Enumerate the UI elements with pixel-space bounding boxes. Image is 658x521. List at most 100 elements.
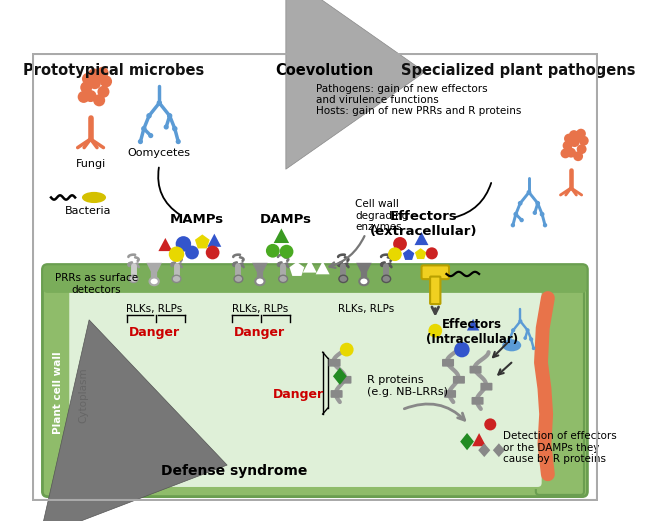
Text: Prototypical microbes: Prototypical microbes [23,64,205,78]
Circle shape [82,73,94,85]
Polygon shape [467,319,479,330]
Circle shape [164,125,169,130]
Circle shape [93,94,105,106]
Text: Danger: Danger [234,327,286,339]
Text: RLKs, RLPs: RLKs, RLPs [126,304,182,314]
Circle shape [563,141,572,151]
Ellipse shape [339,275,347,282]
Circle shape [78,91,89,103]
FancyBboxPatch shape [536,266,584,495]
Circle shape [523,336,527,340]
Polygon shape [147,263,162,272]
Circle shape [172,127,177,131]
Circle shape [138,139,143,144]
FancyBboxPatch shape [328,359,341,367]
Text: Danger: Danger [128,327,180,339]
Circle shape [80,81,92,93]
Circle shape [511,223,515,227]
Ellipse shape [255,278,265,285]
Polygon shape [460,433,474,450]
Text: MAMPs: MAMPs [170,213,224,226]
Polygon shape [290,262,304,276]
Ellipse shape [172,275,181,282]
FancyBboxPatch shape [480,383,492,391]
Circle shape [576,129,586,139]
Circle shape [169,246,184,262]
FancyBboxPatch shape [422,265,449,279]
Text: Effectors
(Intracellular): Effectors (Intracellular) [426,318,519,346]
Circle shape [393,237,407,251]
Circle shape [89,77,101,89]
Text: PRRs as surface
detectors: PRRs as surface detectors [55,273,138,295]
Circle shape [527,191,531,194]
Text: Coevolution: Coevolution [275,64,374,78]
Polygon shape [252,263,268,272]
Circle shape [576,144,586,154]
Circle shape [484,418,496,430]
Polygon shape [478,443,490,457]
Ellipse shape [359,278,368,285]
Ellipse shape [382,275,391,282]
FancyBboxPatch shape [453,376,465,383]
FancyBboxPatch shape [444,390,456,398]
Circle shape [505,346,509,350]
Circle shape [536,202,540,205]
Text: Specialized plant pathogens: Specialized plant pathogens [401,64,635,78]
Polygon shape [415,232,428,245]
Circle shape [206,245,220,259]
Text: Detection of effectors
or the DAMPs they
cause by R proteins: Detection of effectors or the DAMPs they… [503,431,617,465]
Circle shape [454,342,470,357]
Text: RLKs, RLPs: RLKs, RLPs [338,304,393,314]
Circle shape [573,151,583,161]
Circle shape [519,202,522,205]
Circle shape [512,329,515,332]
Circle shape [569,130,579,140]
FancyBboxPatch shape [470,366,482,374]
Circle shape [148,133,153,138]
Circle shape [543,223,547,227]
FancyBboxPatch shape [330,390,343,398]
Circle shape [141,127,146,131]
FancyBboxPatch shape [442,359,454,367]
FancyBboxPatch shape [68,282,543,488]
Circle shape [508,338,511,341]
Circle shape [530,338,533,341]
Text: Effectors
(extracellular): Effectors (extracellular) [370,210,477,239]
Ellipse shape [82,192,106,203]
Text: Danger: Danger [273,388,324,401]
Text: Pathogens: gain of new effectors: Pathogens: gain of new effectors [316,84,488,94]
Circle shape [91,70,103,82]
Text: Bacteria: Bacteria [64,206,111,216]
Ellipse shape [129,275,138,282]
Text: R proteins
(e.g. NB-LRRs): R proteins (e.g. NB-LRRs) [367,376,448,397]
Circle shape [97,86,109,98]
Polygon shape [493,443,505,457]
Circle shape [100,76,112,88]
Polygon shape [333,368,347,385]
Circle shape [532,346,536,350]
Circle shape [426,247,438,259]
Circle shape [519,320,522,322]
Polygon shape [403,249,415,260]
Ellipse shape [502,339,521,351]
Circle shape [168,114,172,118]
Circle shape [428,324,442,338]
Circle shape [570,137,580,147]
FancyBboxPatch shape [43,265,586,293]
FancyBboxPatch shape [42,265,588,497]
Polygon shape [303,259,316,272]
Text: Hosts: gain of new PRRs and R proteins: Hosts: gain of new PRRs and R proteins [316,106,521,116]
Circle shape [88,69,100,81]
Circle shape [280,245,293,258]
Text: Cell wall
degrading
enzymes: Cell wall degrading enzymes [355,199,409,232]
Polygon shape [159,238,172,251]
Polygon shape [356,263,372,272]
Circle shape [97,67,109,79]
FancyBboxPatch shape [340,376,351,383]
Circle shape [519,218,524,222]
Text: Plant cell wall: Plant cell wall [53,351,63,434]
Circle shape [84,90,97,102]
Circle shape [561,148,570,158]
Circle shape [147,114,151,118]
Circle shape [176,236,191,252]
